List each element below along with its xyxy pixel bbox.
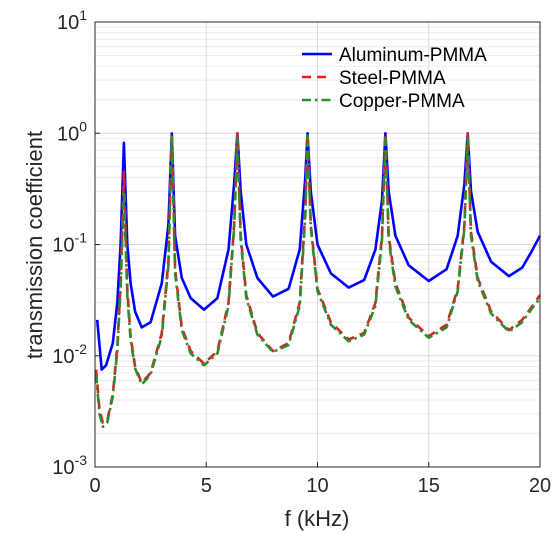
y-tick-label: 10-1 bbox=[52, 230, 87, 257]
series-line-1 bbox=[95, 132, 542, 371]
y-tick-label: 101 bbox=[57, 7, 87, 34]
y-tick-label: 100 bbox=[57, 118, 87, 145]
series-line-3 bbox=[94, 134, 542, 429]
legend-label: Copper-PMMA bbox=[339, 91, 465, 112]
x-tick-label: 15 bbox=[418, 475, 440, 497]
x-tick-label: 0 bbox=[89, 475, 100, 497]
y-tick-label: 10-3 bbox=[52, 452, 87, 479]
y-tick-label: 10-2 bbox=[52, 341, 87, 368]
legend-label: Aluminum-PMMA bbox=[339, 45, 487, 66]
x-axis-label: f (kHz) bbox=[285, 506, 350, 531]
ticks: 0 5 10 15 20 10-3 10-2 10-1 100 101 bbox=[52, 7, 551, 497]
series-layer bbox=[94, 132, 542, 429]
legend-label: Steel-PMMA bbox=[339, 68, 446, 89]
y-axis-label: transmission coefficient bbox=[22, 131, 47, 359]
x-tick-label: 5 bbox=[201, 475, 212, 497]
x-tick-label: 20 bbox=[529, 475, 551, 497]
x-tick-label: 10 bbox=[306, 475, 328, 497]
